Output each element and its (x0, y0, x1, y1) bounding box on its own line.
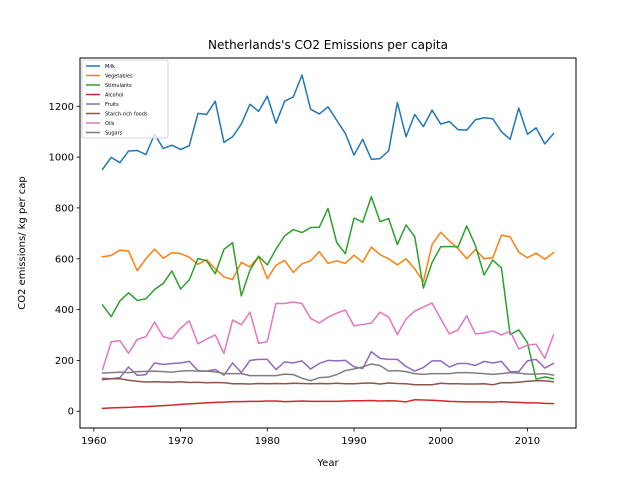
legend-label-0: Milk (105, 64, 115, 70)
x-tick-label: 2010 (515, 436, 540, 447)
series-lines (101, 74, 555, 410)
series-line-1 (101, 231, 555, 283)
legend-box (81, 59, 169, 139)
x-tick-label: 1960 (81, 436, 106, 447)
series-line-5 (101, 377, 555, 386)
y-axis-ticks: 0 200 400 600 800 1000 1200 (49, 102, 80, 418)
y-tick-label: 1000 (49, 153, 74, 164)
series-line-7 (101, 363, 555, 382)
series-line-2 (101, 196, 555, 380)
x-tick-label: 1980 (255, 436, 280, 447)
legend-label-1: Vegetables (105, 73, 133, 79)
legend-label-5: Starch-rich foods (105, 111, 148, 117)
x-tick-label: 1990 (341, 436, 366, 447)
y-tick-label: 400 (55, 305, 74, 316)
y-tick-label: 600 (55, 254, 74, 265)
y-tick-label: 200 (55, 356, 74, 367)
series-line-0 (101, 74, 555, 171)
x-tick-label: 2000 (428, 436, 453, 447)
x-axis-ticks: 1960 1970 1980 1990 2000 2010 (81, 428, 540, 447)
series-line-6 (101, 301, 555, 371)
y-axis-label: CO2 emissions/ kg per cap (17, 176, 28, 310)
x-tick-label: 1970 (168, 436, 193, 447)
legend-label-3: Alcohol (105, 92, 123, 98)
legend: Milk Vegetables Stimulants Alcohol Fruits Sta… (81, 59, 169, 139)
y-tick-label: 800 (55, 203, 74, 214)
y-tick-label: 1200 (49, 102, 74, 113)
plot-frame (79, 57, 577, 429)
x-axis-label: Year (316, 458, 339, 469)
y-tick-label: 0 (68, 407, 74, 418)
series-line-3 (101, 399, 555, 410)
legend-label-4: Fruits (105, 102, 119, 108)
chart-title: Netherlands's CO2 Emissions per capita (208, 38, 448, 52)
legend-label-6: Oils (105, 121, 115, 127)
series-line-4 (101, 351, 555, 380)
legend-label-2: Stimulants (105, 83, 132, 89)
legend-label-7: Sugars (105, 130, 123, 136)
